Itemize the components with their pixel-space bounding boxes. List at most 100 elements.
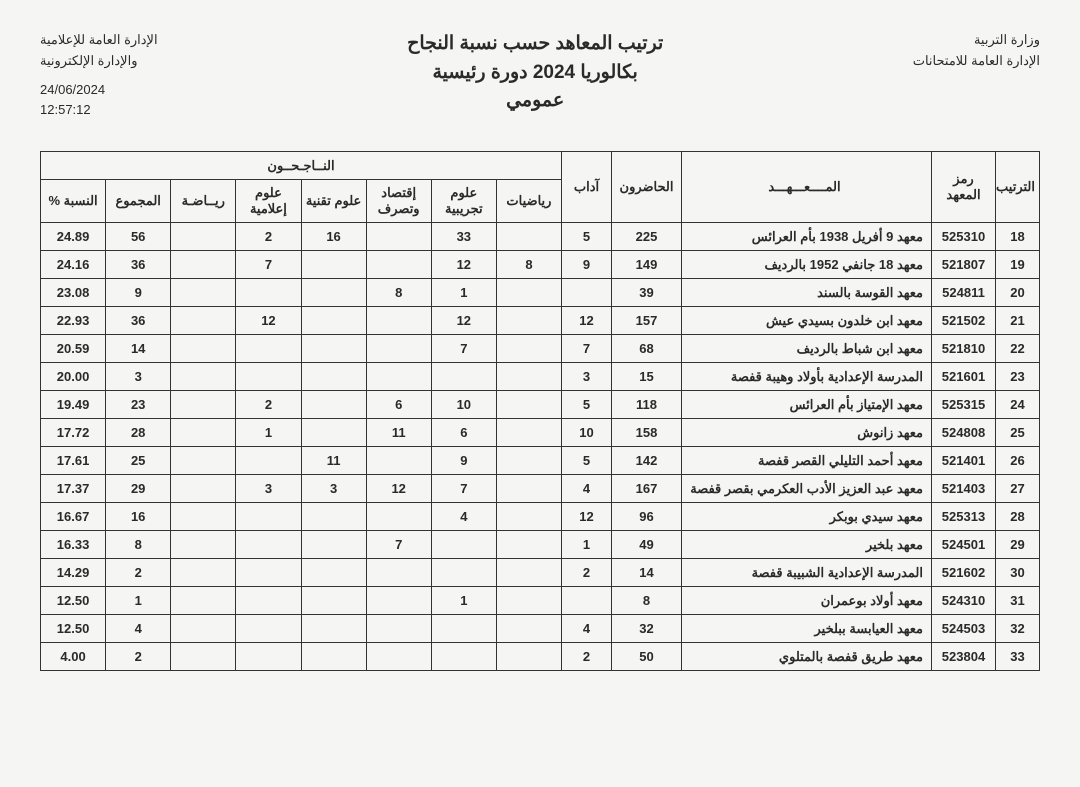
cell-math xyxy=(496,531,561,559)
col-info: علوم إعلامية xyxy=(236,180,301,223)
cell-econ xyxy=(366,363,431,391)
cell-sport xyxy=(171,335,236,363)
cell-name: معهد ابن شباط بالرديف xyxy=(682,335,932,363)
table-row: 31524310معهد أولاد بوعمران81112.50 xyxy=(41,587,1040,615)
cell-name: معهد 18 جانفي 1952 بالرديف xyxy=(682,251,932,279)
cell-rank: 23 xyxy=(996,363,1040,391)
cell-total: 8 xyxy=(106,531,171,559)
cell-info xyxy=(236,531,301,559)
cell-total: 3 xyxy=(106,363,171,391)
cell-pct: 4.00 xyxy=(41,643,106,671)
cell-sport xyxy=(171,391,236,419)
cell-sport xyxy=(171,279,236,307)
table-body: 18525310معهد 9 أفريل 1938 بأم العرائس225… xyxy=(41,223,1040,671)
cell-rank: 18 xyxy=(996,223,1040,251)
cell-sport xyxy=(171,615,236,643)
print-date: 24/06/2024 xyxy=(40,80,158,101)
cell-name: معهد زانوش xyxy=(682,419,932,447)
cell-rank: 19 xyxy=(996,251,1040,279)
cell-total: 28 xyxy=(106,419,171,447)
table-row: 27521403معهد عبد العزيز الأدب العكرمي بق… xyxy=(41,475,1040,503)
cell-info xyxy=(236,615,301,643)
cell-total: 29 xyxy=(106,475,171,503)
header-right: وزارة التربية الإدارة العامة للامتحانات xyxy=(913,30,1040,72)
cell-pct: 12.50 xyxy=(41,587,106,615)
cell-math xyxy=(496,391,561,419)
cell-exp: 10 xyxy=(431,391,496,419)
cell-code: 521401 xyxy=(932,447,996,475)
cell-pct: 16.67 xyxy=(41,503,106,531)
col-rank: الترتيب xyxy=(996,152,1040,223)
cell-pct: 17.72 xyxy=(41,419,106,447)
table-row: 25524808معهد زانوش1581061112817.72 xyxy=(41,419,1040,447)
cell-tech xyxy=(301,279,366,307)
cell-total: 23 xyxy=(106,391,171,419)
results-table: الترتيب رمز المعهد المــــعـــهـــد الحا… xyxy=(40,151,1040,671)
cell-code: 524501 xyxy=(932,531,996,559)
col-tech: علوم تقنية xyxy=(301,180,366,223)
cell-exp: 6 xyxy=(431,419,496,447)
table-row: 20524811معهد القوسة بالسند3918923.08 xyxy=(41,279,1040,307)
cell-econ: 6 xyxy=(366,391,431,419)
print-time: 12:57:12 xyxy=(40,100,158,121)
col-adab: آداب xyxy=(562,152,612,223)
table-row: 32524503معهد العيابسة ببلخير324412.50 xyxy=(41,615,1040,643)
cell-pct: 23.08 xyxy=(41,279,106,307)
cell-math xyxy=(496,335,561,363)
table-row: 23521601المدرسة الإعدادية بأولاد وهيبة ق… xyxy=(41,363,1040,391)
cell-code: 521810 xyxy=(932,335,996,363)
cell-code: 525315 xyxy=(932,391,996,419)
cell-attend: 96 xyxy=(612,503,682,531)
cell-name: المدرسة الإعدادية الشبيبة قفصة xyxy=(682,559,932,587)
cell-adab: 5 xyxy=(562,223,612,251)
cell-math xyxy=(496,643,561,671)
cell-tech xyxy=(301,251,366,279)
cell-attend: 32 xyxy=(612,615,682,643)
cell-name: معهد سيدي بوبكر xyxy=(682,503,932,531)
cell-attend: 142 xyxy=(612,447,682,475)
cell-rank: 29 xyxy=(996,531,1040,559)
cell-math xyxy=(496,587,561,615)
cell-math xyxy=(496,559,561,587)
title-line3: عمومي xyxy=(407,87,663,116)
cell-name: معهد عبد العزيز الأدب العكرمي بقصر قفصة xyxy=(682,475,932,503)
cell-pct: 22.93 xyxy=(41,307,106,335)
table-row: 21521502معهد ابن خلدون بسيدي عيش15712121… xyxy=(41,307,1040,335)
cell-exp: 4 xyxy=(431,503,496,531)
cell-attend: 15 xyxy=(612,363,682,391)
cell-exp xyxy=(431,615,496,643)
cell-econ xyxy=(366,615,431,643)
cell-adab: 12 xyxy=(562,503,612,531)
cell-econ xyxy=(366,447,431,475)
cell-code: 524310 xyxy=(932,587,996,615)
cell-tech xyxy=(301,335,366,363)
cell-sport xyxy=(171,307,236,335)
cell-name: معهد أحمد التليلي القصر قفصة xyxy=(682,447,932,475)
cell-name: معهد أولاد بوعمران xyxy=(682,587,932,615)
cell-name: معهد ابن خلدون بسيدي عيش xyxy=(682,307,932,335)
cell-adab xyxy=(562,279,612,307)
header-left: الإدارة العامة للإعلامية والإدارة الإلكت… xyxy=(40,30,158,121)
cell-sport xyxy=(171,447,236,475)
dept-line2: والإدارة الإلكترونية xyxy=(40,51,158,72)
cell-math xyxy=(496,475,561,503)
table-row: 30521602المدرسة الإعدادية الشبيبة قفصة14… xyxy=(41,559,1040,587)
cell-code: 524808 xyxy=(932,419,996,447)
col-pct: النسبة % xyxy=(41,180,106,223)
cell-total: 56 xyxy=(106,223,171,251)
header-row-1: الترتيب رمز المعهد المــــعـــهـــد الحا… xyxy=(41,152,1040,180)
cell-rank: 21 xyxy=(996,307,1040,335)
cell-attend: 8 xyxy=(612,587,682,615)
cell-pct: 24.16 xyxy=(41,251,106,279)
cell-code: 524503 xyxy=(932,615,996,643)
cell-tech: 16 xyxy=(301,223,366,251)
cell-total: 2 xyxy=(106,559,171,587)
col-sport: ريــاضـة xyxy=(171,180,236,223)
cell-econ xyxy=(366,335,431,363)
cell-exp xyxy=(431,559,496,587)
cell-info: 2 xyxy=(236,223,301,251)
cell-rank: 24 xyxy=(996,391,1040,419)
cell-sport xyxy=(171,531,236,559)
cell-code: 521502 xyxy=(932,307,996,335)
table-row: 28525313معهد سيدي بوبكر961241616.67 xyxy=(41,503,1040,531)
